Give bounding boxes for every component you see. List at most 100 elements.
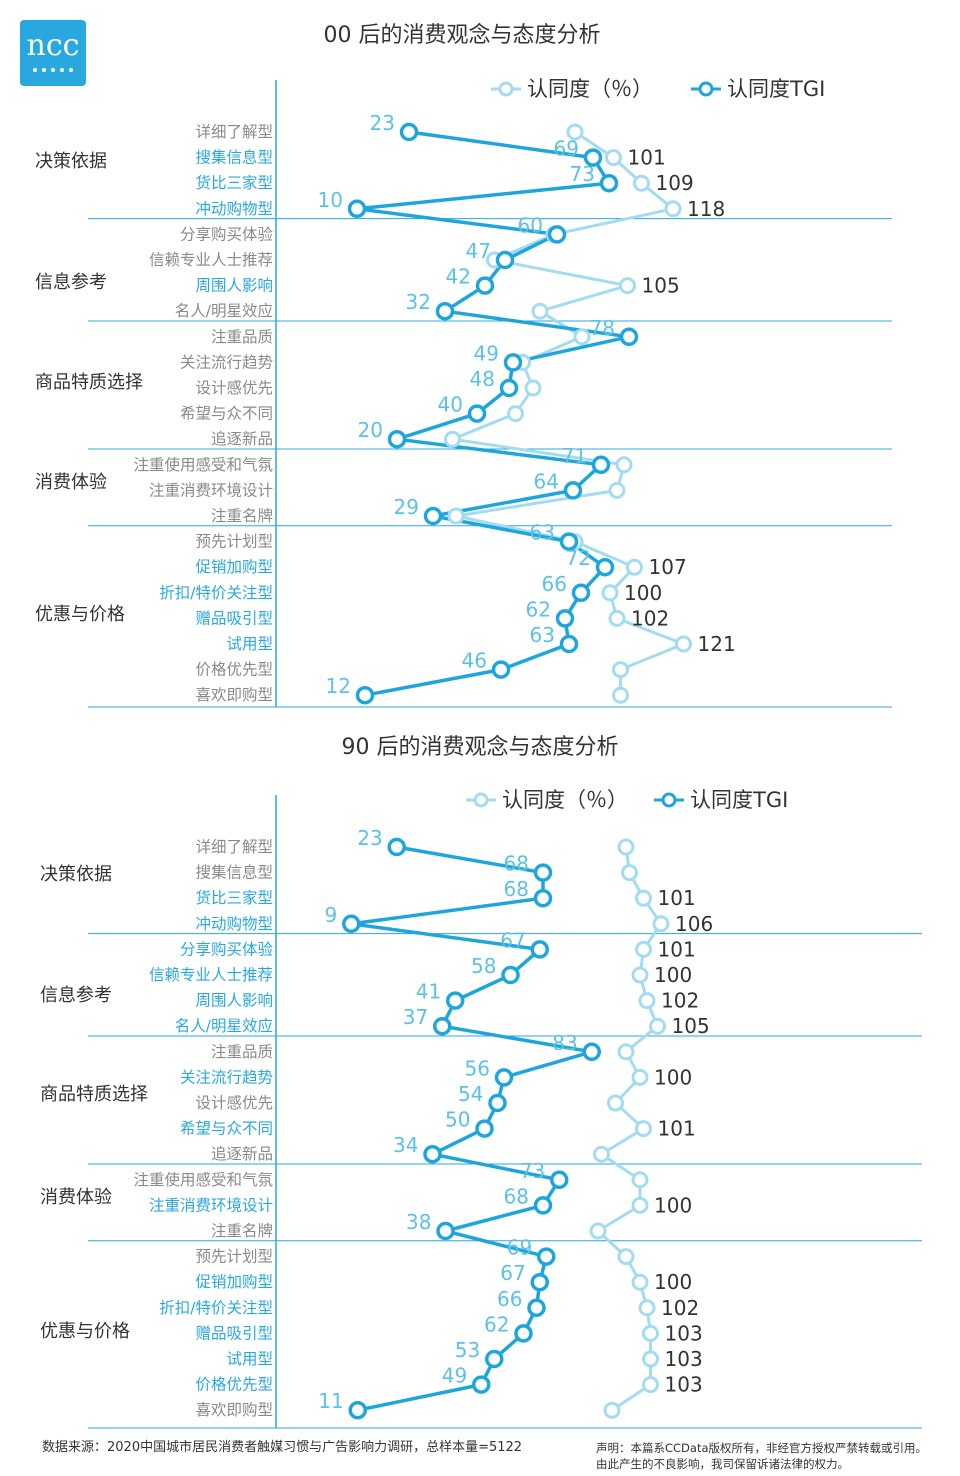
agree-value-label: 60 (518, 213, 543, 237)
category-label: 周围人影响 (195, 277, 273, 295)
tgi-point (638, 1299, 656, 1317)
legend-tgi-label: 认同度TGI (727, 77, 825, 101)
tgi-point (607, 1094, 624, 1112)
tgi-point (626, 558, 643, 576)
tgi-point (638, 992, 656, 1010)
agree-point (583, 148, 603, 167)
agree-point (563, 481, 583, 500)
tgi-value-label: 100 (654, 1193, 692, 1217)
tgi-value-label: 109 (656, 171, 694, 195)
tgi-value-label: 100 (654, 1065, 692, 1089)
tgi-point (649, 1017, 666, 1035)
tgi-point (507, 405, 524, 423)
category-label: 希望与众不同 (180, 1120, 273, 1138)
agree-value-label: 63 (530, 521, 555, 545)
agree-value-label: 83 (552, 1031, 577, 1055)
agree-point (499, 378, 519, 398)
agree-value-label: 48 (470, 367, 495, 391)
tgi-value-label: 102 (661, 1296, 699, 1320)
tgi-point (631, 1273, 649, 1291)
category-label: 注重名牌 (211, 507, 273, 525)
agree-value-label: 23 (357, 826, 382, 850)
tgi-value-label: 101 (658, 1117, 696, 1141)
tgi-point (635, 889, 652, 907)
tgi-point (573, 328, 591, 346)
agree-point (491, 660, 511, 679)
category-label: 促销加购型 (195, 1273, 273, 1291)
tgi-value-label: 103 (665, 1347, 703, 1371)
group-label: 决策依据 (35, 151, 107, 172)
series-line-tgi (349, 845, 594, 1412)
tgi-point (531, 302, 549, 320)
agree-point (527, 1298, 546, 1318)
tgi-point (621, 864, 638, 882)
agree-value-label: 49 (442, 1364, 467, 1388)
agree-point (472, 1375, 491, 1394)
legend-agree-label: 认同度（％） (502, 788, 628, 812)
category-label: 名人/明星效应 (175, 301, 273, 320)
agree-point (591, 455, 611, 475)
agree-value-label: 58 (471, 954, 496, 978)
tgi-point (642, 1376, 659, 1394)
agree-value-label: 32 (406, 290, 431, 314)
agree-value-label: 50 (445, 1108, 470, 1132)
group-label: 信息参考 (40, 985, 112, 1006)
category-label: 冲动购物型 (195, 200, 273, 218)
agree-value-label: 68 (504, 852, 529, 876)
tgi-point (593, 1145, 610, 1163)
tgi-value-label: 101 (628, 146, 666, 170)
legend-agree-label: 认同度（％） (527, 77, 653, 101)
tgi-value-label: 106 (675, 912, 713, 936)
chart-title: 00 后的消费观念与态度分析 (324, 23, 601, 48)
agree-point (387, 429, 407, 449)
agree-point (355, 685, 375, 705)
agree-point (559, 634, 579, 654)
tgi-point (447, 507, 465, 525)
category-label: 冲动购物型 (195, 915, 273, 933)
category-label: 价格优先型 (195, 1376, 273, 1394)
agree-point (514, 1324, 533, 1343)
legend-agree-marker (473, 792, 489, 808)
legend-agree-marker (498, 81, 514, 97)
tgi-point (619, 277, 636, 295)
tgi-point (612, 661, 629, 679)
tgi-value-label: 105 (672, 1014, 710, 1038)
agree-point (423, 1144, 442, 1164)
category-label: 折扣/特价关注型 (159, 584, 273, 602)
agree-value-label: 37 (403, 1005, 428, 1029)
category-label: 设计感优先 (195, 1094, 273, 1112)
tgi-point (633, 174, 650, 192)
tgi-point (524, 379, 542, 397)
tgi-point (635, 940, 652, 958)
category-label: 注重使用感受和气氛 (133, 456, 273, 474)
agree-point (599, 173, 619, 193)
disclaimer: 声明：本篇系CCData版权所有，非经官方授权严禁转载或引用。 由此产生的不良影… (596, 1440, 927, 1472)
chart-title: 90 后的消费观念与态度分析 (342, 735, 619, 760)
legend-tgi-label: 认同度TGI (690, 788, 788, 812)
category-label: 货比三家型 (195, 889, 273, 907)
data-source-note: 数据来源：2020中国城市居民消费者触媒习惯与广告影响力调研，总样本量=5122 (42, 1440, 523, 1455)
category-label: 信赖专业人士推荐 (149, 251, 273, 269)
tgi-point (631, 1068, 649, 1086)
tgi-point (615, 456, 633, 474)
agree-value-label: 62 (484, 1312, 509, 1336)
agree-value-label: 11 (318, 1389, 343, 1413)
tgi-point (608, 609, 626, 627)
legend-tgi-marker (661, 792, 677, 808)
agree-value-label: 41 (416, 980, 441, 1004)
tgi-value-label: 103 (665, 1321, 703, 1345)
agree-point (555, 609, 575, 628)
category-label: 折扣/特价关注型 (159, 1299, 273, 1317)
tgi-point (603, 1401, 621, 1419)
agree-value-label: 66 (542, 572, 567, 596)
agree-value-label: 40 (438, 393, 463, 417)
tgi-point (617, 1043, 635, 1061)
category-label: 信赖专业人士推荐 (149, 966, 273, 984)
agree-value-label: 73 (570, 162, 595, 186)
agree-value-label: 20 (358, 418, 383, 442)
category-label: 注重消费环境设计 (149, 480, 273, 499)
tgi-value-label: 121 (698, 632, 736, 656)
agree-value-label: 69 (554, 137, 579, 161)
tgi-value-label: 100 (654, 963, 692, 987)
tgi-value-label: 100 (654, 1270, 692, 1294)
